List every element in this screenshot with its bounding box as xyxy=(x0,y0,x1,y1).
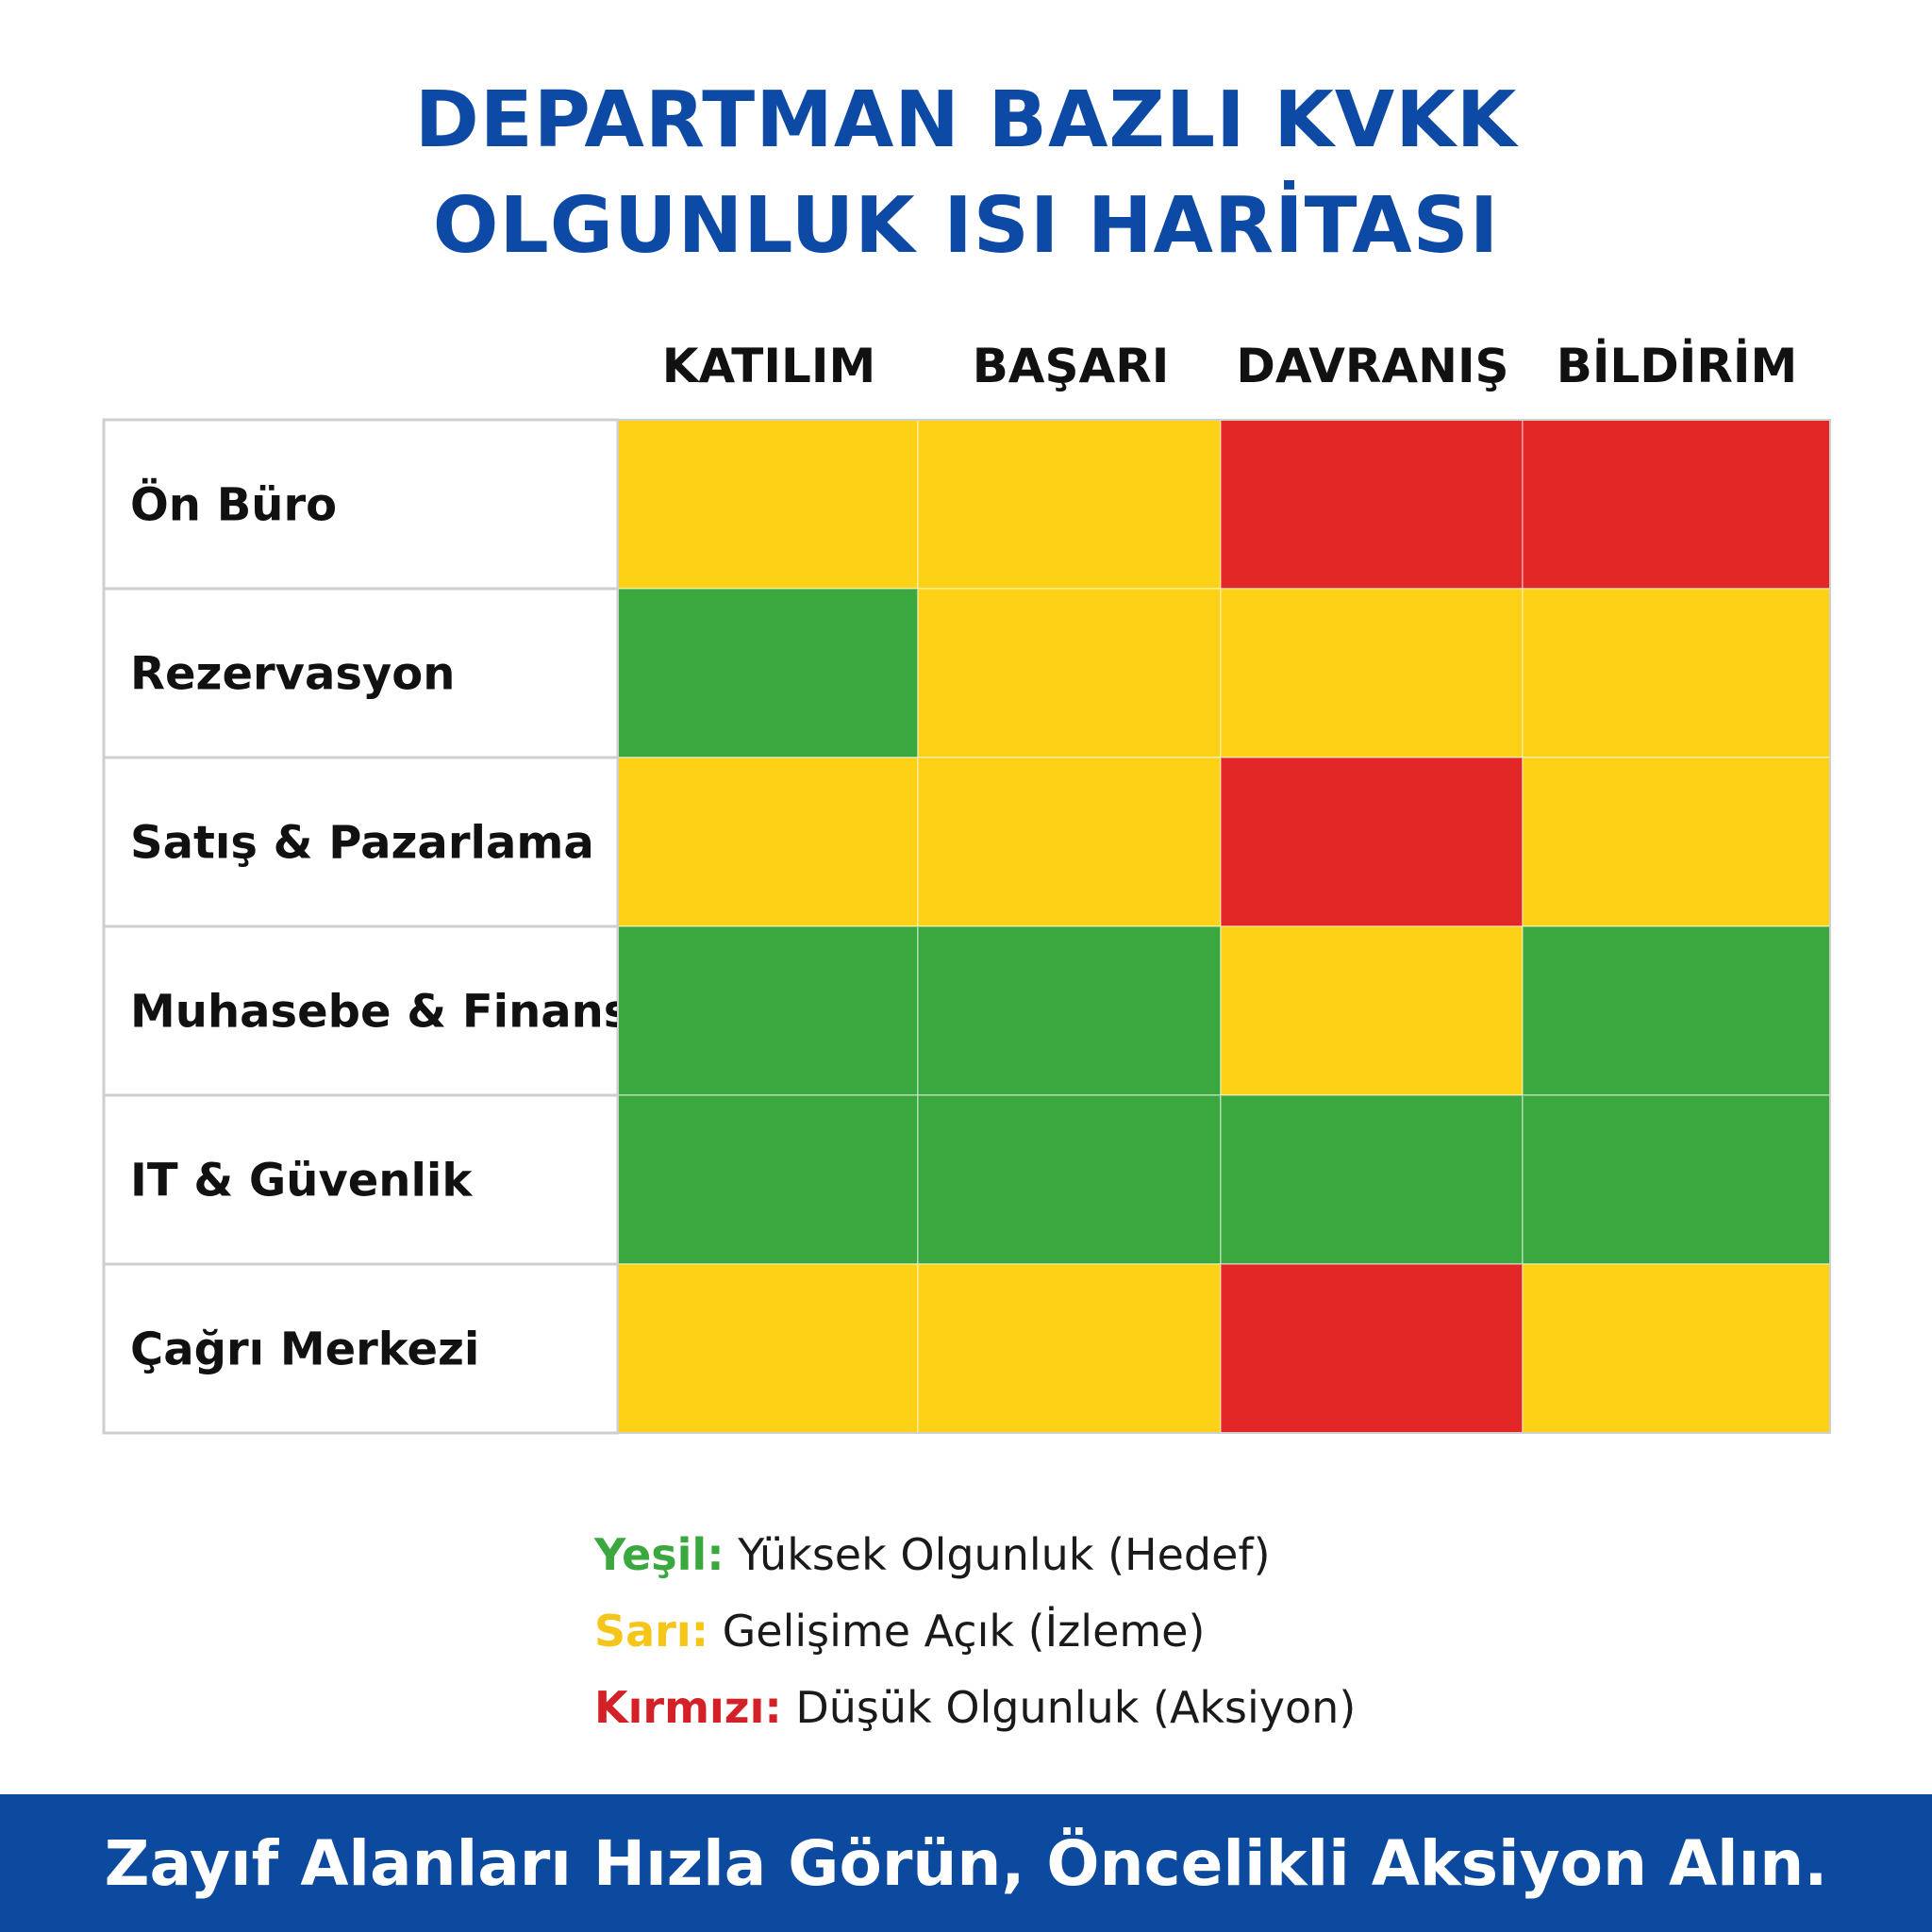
legend-item-green: Yeşil: Yüksek Olgunluk (Hedef) xyxy=(594,1517,1356,1593)
cell-on-buro-bildirim-red xyxy=(1522,419,1831,590)
cell-cagri-merkezi-basari-yellow xyxy=(917,1263,1222,1434)
cell-muhasebe-and-finans-basari-green xyxy=(917,925,1222,1096)
row-label-on-buro: Ön Büro xyxy=(130,478,337,532)
heatmap-grid: Ön Büro Rezervasyon Satış & Pazarlama Muhas… xyxy=(102,418,1831,1435)
column-header-basari: BAŞARI xyxy=(972,339,1170,393)
cell-cagri-merkezi-bildirim-yellow xyxy=(1522,1263,1831,1434)
legend-key-green: Yeşil: xyxy=(594,1529,724,1580)
cell-it-and-guvenlik-davranis-green xyxy=(1220,1094,1524,1265)
cell-rezervasyon-katilim-green xyxy=(617,588,919,758)
grid-border xyxy=(617,419,1831,1434)
title-line-2: OLGUNLUK ISI HARİTASI xyxy=(432,181,1500,271)
cell-muhasebe-and-finans-davranis-yellow xyxy=(1220,925,1524,1096)
cell-it-and-guvenlik-bildirim-green xyxy=(1522,1094,1831,1265)
cell-rezervasyon-davranis-yellow xyxy=(1220,588,1524,758)
cell-rezervasyon-basari-yellow xyxy=(917,588,1222,758)
cell-on-buro-basari-yellow xyxy=(917,419,1222,590)
chart-title: DEPARTMAN BAZLI KVKK OLGUNLUK ISI HARİTA… xyxy=(0,68,1932,279)
column-header-bildirim: BİLDİRİM xyxy=(1556,339,1798,393)
row-label-cagri-merkezi: Çağrı Merkezi xyxy=(130,1324,479,1376)
row-label-muhasebe-and-finans: Muhasebe & Finans xyxy=(130,986,630,1039)
row-label-it-and-guvenlik: IT & Güvenlik xyxy=(130,1155,473,1208)
cell-it-and-guvenlik-basari-green xyxy=(917,1094,1222,1265)
legend: Yeşil: Yüksek Olgunluk (Hedef) Sarı: Gel… xyxy=(594,1517,1356,1746)
cell-muhasebe-and-finans-katilim-green xyxy=(617,925,919,1096)
legend-key-yellow: Sarı: xyxy=(594,1606,709,1657)
legend-text-yellow: Gelişime Açık (İzleme) xyxy=(708,1606,1206,1657)
cell-satis-and-pazarlama-bildirim-yellow xyxy=(1522,757,1831,927)
column-header-davranis: DAVRANIŞ xyxy=(1236,339,1509,393)
footer-text: Zayıf Alanları Hızla Görün, Öncelikli Ak… xyxy=(104,1826,1828,1900)
cell-satis-and-pazarlama-katilim-yellow xyxy=(617,757,919,927)
cell-on-buro-katilim-yellow xyxy=(617,419,919,590)
legend-text-red: Düşük Olgunluk (Aksiyon) xyxy=(781,1682,1357,1733)
legend-text-green: Yüksek Olgunluk (Hedef) xyxy=(724,1529,1271,1580)
cell-on-buro-davranis-red xyxy=(1220,419,1524,590)
cell-muhasebe-and-finans-bildirim-green xyxy=(1522,925,1831,1096)
cell-cagri-merkezi-katilim-yellow xyxy=(617,1263,919,1434)
cell-cagri-merkezi-davranis-red xyxy=(1220,1263,1524,1434)
cell-rezervasyon-bildirim-yellow xyxy=(1522,588,1831,758)
row-label-satis-and-pazarlama: Satış & Pazarlama xyxy=(130,817,594,870)
title-line-1: DEPARTMAN BAZLI KVKK xyxy=(414,75,1518,165)
column-header-katilim: KATILIM xyxy=(661,339,876,393)
legend-key-red: Kırmızı: xyxy=(594,1682,782,1733)
cell-it-and-guvenlik-katilim-green xyxy=(617,1094,919,1265)
legend-item-yellow: Sarı: Gelişime Açık (İzleme) xyxy=(594,1593,1356,1670)
row-label-rezervasyon: Rezervasyon xyxy=(130,648,455,701)
cell-satis-and-pazarlama-davranis-red xyxy=(1220,757,1524,927)
legend-item-red: Kırmızı: Düşük Olgunluk (Aksiyon) xyxy=(594,1670,1356,1746)
cell-satis-and-pazarlama-basari-yellow xyxy=(917,757,1222,927)
footer-banner: Zayıf Alanları Hızla Görün, Öncelikli Ak… xyxy=(0,1794,1932,1932)
